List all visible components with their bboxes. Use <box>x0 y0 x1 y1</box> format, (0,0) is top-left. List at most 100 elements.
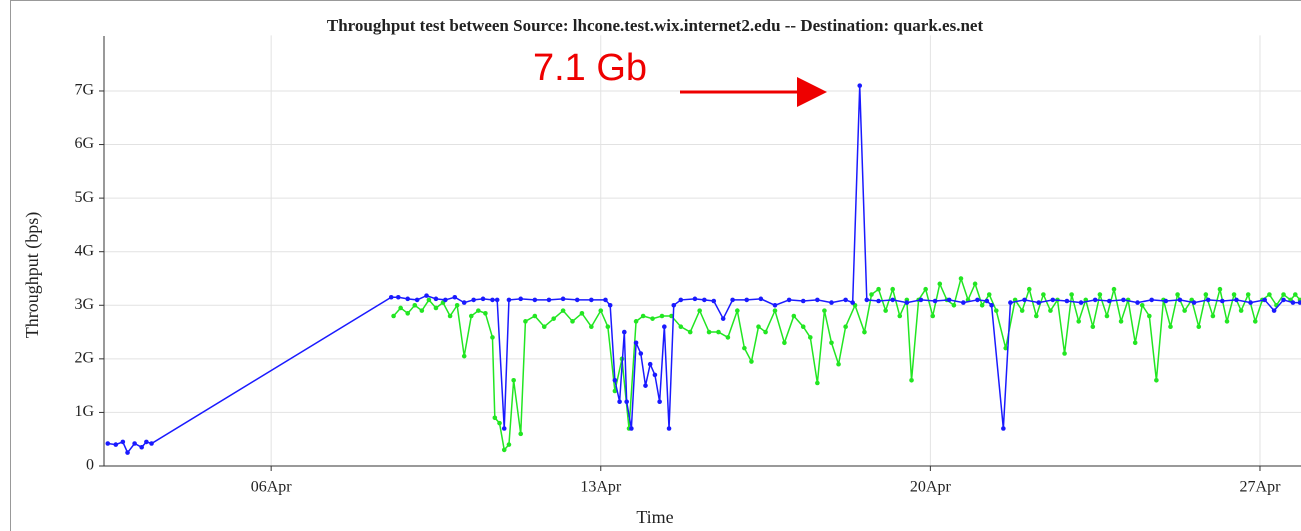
data-point <box>546 297 552 303</box>
data-point <box>391 313 396 319</box>
data-point <box>744 297 750 303</box>
data-point <box>1022 297 1027 303</box>
data-point <box>1220 298 1225 304</box>
data-point <box>857 83 863 88</box>
data-point <box>1205 297 1211 303</box>
data-point <box>1262 297 1267 303</box>
data-point <box>1175 292 1180 297</box>
data-point <box>589 297 594 303</box>
data-point <box>1168 324 1173 330</box>
data-point <box>836 361 841 367</box>
data-point <box>1050 297 1056 303</box>
data-point <box>1154 377 1159 383</box>
data-point <box>1121 297 1126 303</box>
data-point <box>1048 308 1053 313</box>
data-point <box>105 441 111 446</box>
data-point <box>662 324 667 330</box>
data-point <box>633 340 639 346</box>
data-point <box>666 426 672 431</box>
data-point <box>711 298 717 304</box>
data-point <box>1224 319 1230 324</box>
data-point <box>490 335 495 340</box>
data-point <box>1076 319 1081 324</box>
y-tick-label: 4G <box>74 242 94 259</box>
data-point <box>829 300 834 305</box>
data-point <box>652 372 658 378</box>
data-point <box>643 383 648 388</box>
data-point <box>909 377 914 383</box>
data-point <box>1097 292 1103 297</box>
data-point <box>702 297 707 303</box>
data-point <box>461 353 467 359</box>
x-tick-label: 06Apr <box>251 479 293 496</box>
data-point <box>869 292 874 297</box>
x-axis-label: Time <box>636 507 673 527</box>
data-point <box>730 297 735 303</box>
data-point <box>532 297 538 303</box>
data-point <box>692 296 698 302</box>
data-point <box>1135 300 1140 305</box>
data-point <box>471 297 476 303</box>
data-point <box>1177 297 1183 303</box>
data-point <box>890 297 896 303</box>
data-point <box>735 308 740 313</box>
data-point <box>629 426 634 431</box>
data-point <box>1019 308 1025 313</box>
data-point <box>579 311 585 316</box>
data-point <box>1078 300 1084 305</box>
data-point <box>388 294 394 300</box>
data-point <box>791 313 797 319</box>
data-point <box>638 351 644 356</box>
data-point <box>972 281 978 287</box>
x-tick-label: 27Apr <box>1240 479 1282 496</box>
data-point <box>1163 298 1169 304</box>
y-tick-label: 2G <box>74 350 94 367</box>
data-point <box>480 296 486 302</box>
data-point <box>523 319 528 324</box>
data-point <box>758 296 764 302</box>
data-point <box>678 324 684 330</box>
data-point <box>986 292 992 297</box>
data-point <box>697 308 702 313</box>
data-point <box>1210 313 1216 319</box>
data-point <box>1217 286 1223 292</box>
data-point <box>979 302 985 308</box>
data-point <box>494 297 500 303</box>
data-point <box>720 316 726 321</box>
y-tick-label: 0 <box>86 457 94 474</box>
data-point <box>786 297 792 303</box>
data-point <box>669 313 674 319</box>
data-point <box>1147 313 1152 319</box>
data-point <box>1118 319 1124 324</box>
data-point <box>958 276 964 281</box>
data-point <box>876 298 881 304</box>
data-point <box>506 297 512 303</box>
data-point <box>932 298 938 304</box>
data-point <box>506 442 512 447</box>
data-point <box>1069 292 1074 297</box>
data-point <box>483 311 488 316</box>
data-point <box>815 380 820 386</box>
data-point <box>113 442 119 447</box>
data-point <box>1245 292 1251 297</box>
data-point <box>822 308 827 313</box>
data-point <box>1252 319 1258 324</box>
data-point <box>132 441 137 446</box>
data-point <box>589 324 594 330</box>
data-point <box>763 329 768 335</box>
data-point <box>1297 300 1301 305</box>
data-point <box>772 308 778 313</box>
data-point <box>961 300 966 305</box>
data-point <box>551 316 556 321</box>
y-tick-label: 6G <box>74 135 94 152</box>
data-point <box>570 319 575 324</box>
data-point <box>1238 308 1244 313</box>
data-point <box>433 305 439 311</box>
data-point <box>139 444 144 450</box>
data-point <box>742 345 747 351</box>
data-point <box>640 313 646 319</box>
data-point <box>671 302 677 308</box>
data-point <box>716 329 721 335</box>
data-point <box>1092 297 1098 303</box>
data-point <box>405 311 411 316</box>
